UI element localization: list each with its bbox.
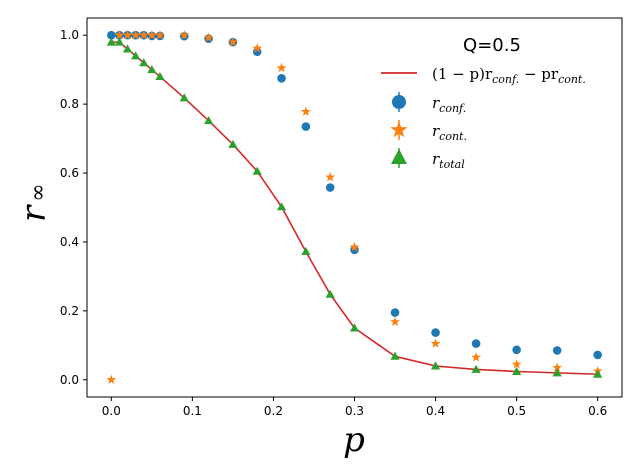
point-r-total	[325, 289, 335, 298]
point-r-cont	[430, 338, 441, 348]
point-r-cont	[114, 30, 125, 40]
legend-circle-swatch	[392, 95, 406, 109]
point-r-total	[106, 37, 116, 46]
y-tick-label: 0.2	[60, 304, 79, 318]
point-r-cont	[138, 30, 149, 40]
point-r-cont	[122, 30, 133, 40]
point-r-conf	[552, 346, 562, 355]
legend-entry-r-conf: rconf.	[392, 92, 466, 115]
point-r-conf	[277, 73, 286, 83]
point-r-conf	[593, 350, 602, 360]
point-r-cont	[349, 241, 360, 252]
y-tick-label: 1.0	[60, 28, 79, 42]
x-tick-label: 0.5	[507, 404, 526, 418]
point-r-conf	[325, 183, 335, 192]
point-r-cont	[300, 106, 311, 116]
point-r-total	[471, 364, 481, 373]
point-r-total	[276, 202, 287, 211]
y-axis-label-sub: ∞	[26, 183, 51, 201]
point-r-cont	[203, 32, 214, 42]
point-r-conf	[350, 245, 359, 255]
point-r-total	[349, 323, 360, 332]
svg-text:r∞: r∞	[14, 183, 54, 222]
x-tick-label: 0.1	[183, 404, 202, 418]
point-r-total	[430, 361, 441, 370]
legend-label-model-line: (1 − p)rconf. − prcont.	[432, 65, 586, 86]
plot-marks	[106, 30, 603, 384]
point-r-cont	[252, 43, 263, 53]
point-r-cont	[146, 30, 157, 40]
legend-entry-r-total: rtotal	[391, 148, 465, 171]
point-r-total	[301, 247, 311, 256]
point-r-conf	[431, 328, 440, 337]
x-tick-label: 0.0	[102, 404, 121, 418]
point-r-cont	[179, 30, 190, 40]
y-tick-label: 0.0	[60, 373, 79, 387]
point-r-total	[552, 368, 562, 377]
x-tick-label: 0.2	[264, 404, 283, 418]
point-r-conf	[107, 30, 116, 40]
legend-label-r-cont: rcont.	[432, 122, 467, 143]
point-r-conf	[301, 122, 311, 131]
point-r-total	[228, 139, 238, 148]
point-r-total	[252, 166, 262, 175]
x-tick-label: 0.6	[588, 404, 607, 418]
point-r-conf	[471, 339, 481, 348]
legend-entry-model-line: (1 − p)rconf. − prcont.	[381, 65, 586, 86]
point-r-total	[122, 44, 133, 53]
point-r-cont	[276, 62, 287, 73]
legend-label-r-conf: rconf.	[432, 94, 466, 115]
point-r-conf	[512, 345, 521, 355]
point-r-total	[390, 351, 400, 360]
x-tick-label: 0.4	[426, 404, 445, 418]
point-r-total	[512, 366, 522, 375]
y-axis-label-main: r	[14, 204, 54, 222]
point-r-cont	[155, 30, 165, 40]
y-tick-label: 0.4	[60, 235, 79, 249]
point-r-total	[131, 51, 141, 60]
point-r-total	[147, 65, 157, 74]
legend-entry-r-cont: rcont.	[390, 120, 467, 143]
x-axis-label: p	[343, 420, 365, 460]
point-r-total	[593, 369, 603, 378]
y-tick-label: 0.6	[60, 166, 79, 180]
point-r-total	[139, 58, 149, 67]
point-r-cont	[106, 374, 117, 384]
point-r-conf	[390, 308, 400, 317]
axes: 0.0 0.1 0.2 0.3 0.4 0.5 0.6 0.0 0.2 0.4 0.6 0.8 1.0	[60, 17, 623, 418]
x-tick-label: 0.3	[345, 404, 364, 418]
point-r-cont	[511, 359, 522, 369]
point-r-cont	[130, 30, 141, 40]
point-r-cont	[552, 362, 563, 372]
legend: Q=0.5 (1 − p)rconf. − prcont. rconf. rco…	[381, 35, 586, 171]
legend-triangle-swatch	[391, 149, 407, 164]
point-r-cont	[325, 171, 336, 182]
legend-label-r-total: rtotal	[432, 150, 465, 171]
legend-title: Q=0.5	[463, 35, 521, 56]
point-r-cont	[390, 316, 400, 327]
point-r-cont	[227, 36, 238, 47]
point-r-cont	[471, 352, 482, 362]
point-r-total	[114, 37, 125, 46]
y-tick-label: 0.8	[60, 97, 79, 111]
legend-star-swatch	[390, 121, 408, 138]
y-axis-label: r∞	[14, 183, 54, 222]
point-r-total	[155, 71, 165, 81]
point-r-total	[179, 93, 189, 102]
point-r-total	[203, 116, 214, 125]
